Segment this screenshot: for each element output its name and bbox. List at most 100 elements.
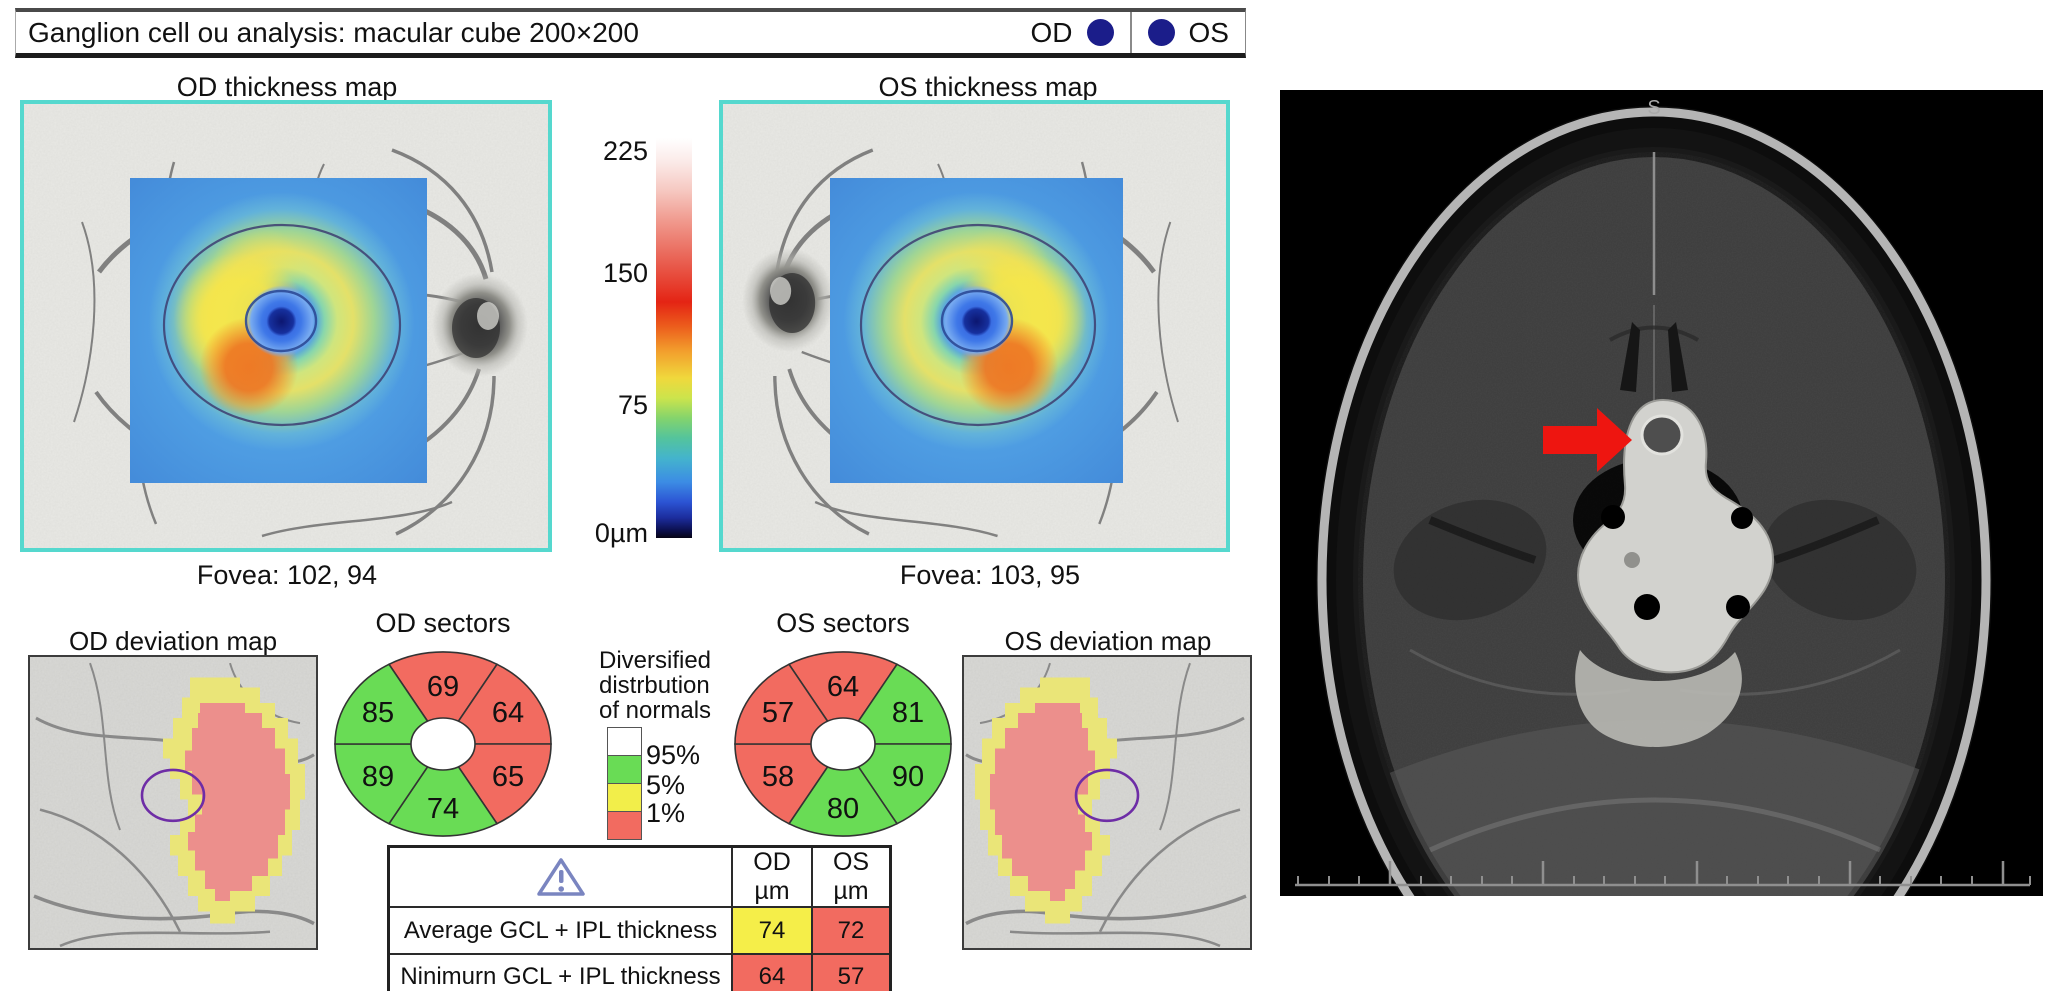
warning-icon (536, 858, 585, 896)
os-value-cell: 72 (811, 906, 892, 955)
od-indicator-dot (1086, 19, 1114, 46)
os-sector-value: 58 (762, 761, 794, 793)
os-deviation-fovea-ellipse (1074, 768, 1140, 823)
colorbar-tick-75: 75 (617, 390, 648, 420)
mri-scale-ruler (1295, 861, 2031, 887)
os-sector-upper-left (734, 663, 845, 745)
od-sector-value: 89 (362, 761, 394, 793)
row-label: Average GCL + IPL thickness (387, 906, 733, 955)
flow-void (1731, 507, 1753, 529)
oct-report-panel: Ganglion cell ou analysis: macular cube … (15, 8, 1252, 991)
od-deviation-red-zone (185, 702, 290, 902)
od-value-cell: 64 (731, 953, 813, 991)
mri-panel: S (1280, 90, 2043, 896)
colorbar-tick-150: 150 (602, 258, 648, 288)
os-sector-value: 81 (892, 697, 924, 729)
legend-swatch-red (607, 812, 642, 840)
od-sector-upper-right (441, 663, 552, 745)
od-sector-value: 64 (492, 697, 524, 729)
report-header-bar: Ganglion cell ou analysis: macular cube … (15, 8, 1246, 58)
table-header-row: OD µm OS µm (387, 845, 892, 908)
legend-swatch-green (607, 756, 642, 784)
os-fovea-label: Fovea: 103, 95 (899, 560, 1081, 590)
os-sector-upper-right (841, 663, 952, 745)
header-divider (1129, 12, 1132, 53)
os-outer-ring (859, 223, 1097, 427)
os-value-cell: 57 (811, 953, 892, 991)
legend-1-label: 1% (646, 798, 686, 828)
od-sector-value: 85 (362, 697, 394, 729)
os-sector-value: 80 (827, 793, 859, 825)
od-sector-value: 74 (427, 793, 459, 825)
legend-swatch-yellow (607, 784, 642, 812)
od-sector-upper-left (334, 663, 445, 745)
os-deviation-title: OS deviation map (1004, 626, 1212, 656)
os-deviation-red-zone (990, 702, 1095, 902)
os-sector-top (787, 651, 899, 746)
os-deviation-map (962, 655, 1252, 950)
table-row: Average GCL + IPL thickness 74 72 (387, 906, 892, 955)
od-sectors-pie: 69 64 65 74 89 85 (334, 651, 552, 837)
os-header-cell: OS (1132, 12, 1245, 53)
od-value-cell: 74 (731, 906, 813, 955)
od-thickness-heatmap (130, 178, 427, 483)
od-sector-lower-left (334, 743, 445, 825)
legend-title-line: of normals (599, 697, 712, 724)
row-label: Ninimurn GCL + IPL thickness (387, 953, 733, 991)
os-sector-lower-left (734, 743, 845, 825)
lateral-ventricles (1620, 322, 1640, 392)
os-thickness-title: OS thickness map (878, 72, 1098, 102)
od-fovea-label: Fovea: 102, 94 (196, 560, 378, 590)
os-thickness-map (719, 100, 1230, 552)
od-pie-hole (410, 717, 476, 771)
os-sector-value: 57 (762, 697, 794, 729)
od-fovea-ring (244, 289, 318, 353)
od-deviation-fovea-ellipse (140, 768, 206, 823)
sellar-mass (1577, 398, 1775, 674)
table-row: Ninimurn GCL + IPL thickness 64 57 (387, 953, 892, 991)
os-sector-lower-right (841, 743, 952, 825)
flow-void (1726, 595, 1750, 619)
os-sector-value: 90 (892, 761, 924, 793)
legend-title-line: distrbution (599, 672, 710, 699)
os-pie-hole (810, 717, 876, 771)
red-arrow-icon (1543, 408, 1632, 472)
colorbar-tick-0um: 0µm (594, 518, 648, 548)
mass-cystic-cap (1640, 414, 1684, 456)
os-sector-value: 64 (827, 671, 859, 703)
od-sectors-title: OD sectors (375, 608, 511, 638)
os-label: OS (1188, 16, 1229, 48)
od-thickness-title: OD thickness map (176, 72, 398, 102)
flow-void (1601, 505, 1625, 529)
legend-5-label: 5% (646, 770, 686, 800)
od-header-cell: OD (1015, 12, 1130, 53)
od-outer-ring (162, 223, 402, 427)
od-sector-lower-right (441, 743, 552, 825)
od-um-header: OD µm (731, 845, 813, 908)
mri-image: S (1280, 90, 2043, 896)
od-thickness-map (20, 100, 552, 552)
normals-legend: Diversified distrbution of normals 95% 5… (599, 647, 749, 840)
thickness-colorbar (656, 138, 692, 538)
od-sector-bottom (387, 742, 499, 837)
os-indicator-dot (1147, 19, 1175, 46)
od-deviation-map (28, 655, 318, 950)
os-um-header: OS µm (811, 845, 892, 908)
colorbar-tick-225: 225 (602, 136, 648, 166)
od-sector-value: 65 (492, 761, 524, 793)
os-thickness-heatmap (830, 178, 1123, 483)
od-label: OD (1030, 16, 1073, 48)
flow-void (1634, 594, 1660, 620)
legend-title-line: Diversified (599, 647, 712, 674)
orientation-label: S (1647, 97, 1660, 119)
os-sector-bottom (787, 742, 899, 837)
os-sectors-pie: 64 81 90 80 58 57 (734, 651, 952, 837)
os-sectors-title: OS sectors (776, 608, 910, 638)
warning-cell (387, 845, 733, 908)
od-sector-top (387, 651, 499, 746)
od-sector-value: 69 (427, 671, 459, 703)
legend-95-label: 95% (646, 740, 701, 770)
gcl-thickness-table: OD µm OS µm Average GCL + IPL thickness … (387, 845, 892, 991)
os-fovea-ring (940, 289, 1014, 353)
